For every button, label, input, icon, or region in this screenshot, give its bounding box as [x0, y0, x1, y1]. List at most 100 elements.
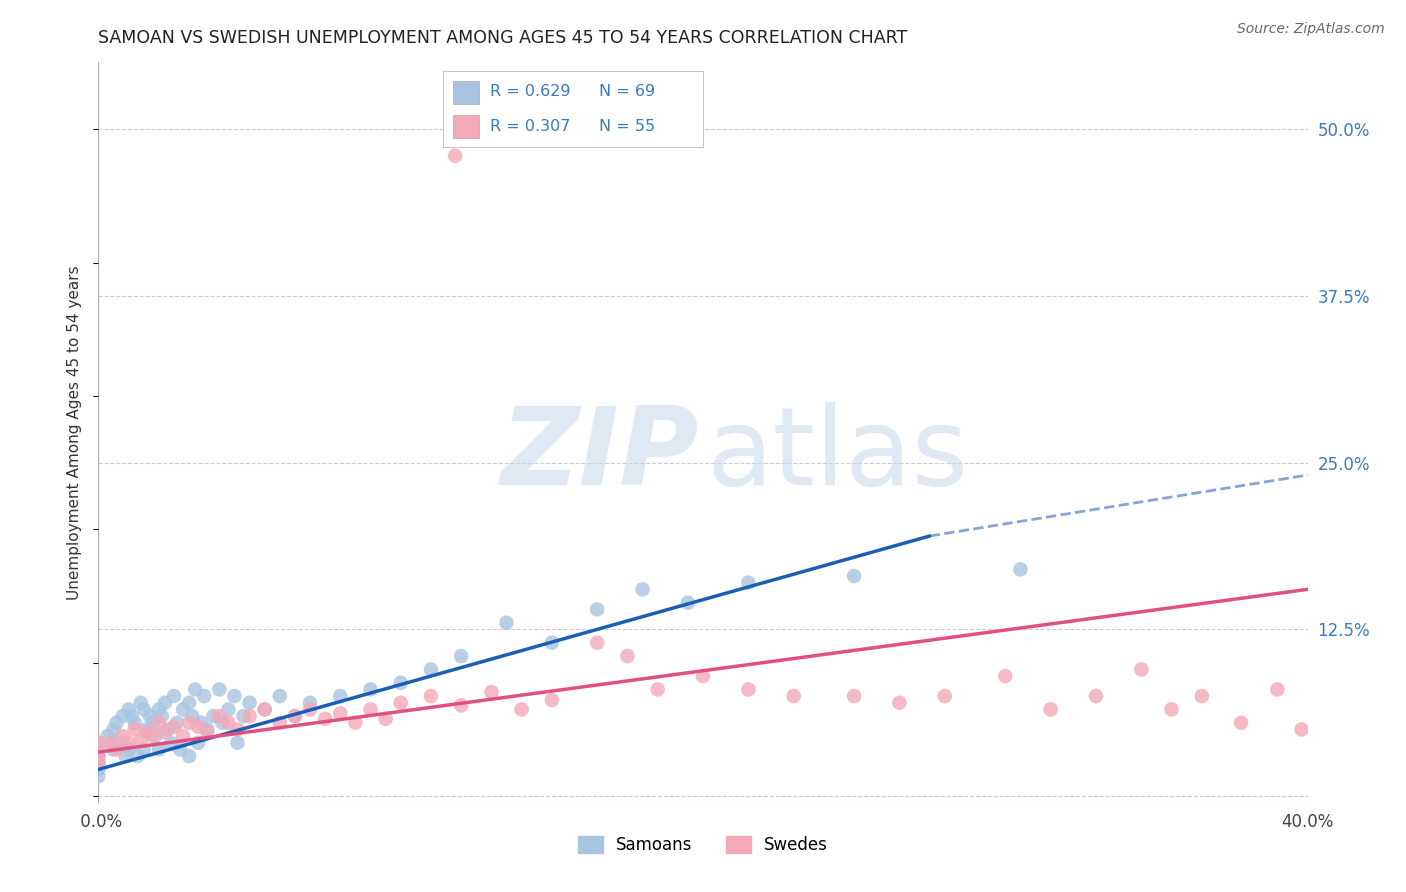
Point	[450, 648, 472, 663]
Point	[132, 742, 155, 756]
Point	[179, 696, 201, 710]
Point	[269, 689, 291, 703]
Point	[124, 715, 146, 730]
Point	[105, 715, 128, 730]
Point	[148, 702, 170, 716]
Point	[172, 702, 194, 716]
Point	[444, 149, 467, 163]
Point	[118, 736, 141, 750]
Point	[844, 569, 866, 583]
Point	[187, 720, 209, 734]
Point	[129, 696, 152, 710]
Point	[124, 723, 146, 737]
Point	[118, 742, 141, 756]
Point	[844, 689, 866, 703]
Point	[284, 709, 307, 723]
Text: N = 55: N = 55	[599, 120, 655, 134]
Point	[111, 709, 134, 723]
Point	[239, 696, 262, 710]
Point	[344, 715, 367, 730]
Point	[1160, 702, 1182, 716]
Point	[389, 675, 412, 690]
Point	[87, 749, 110, 764]
Point	[148, 742, 170, 756]
Y-axis label: Unemployment Among Ages 45 to 54 years: Unemployment Among Ages 45 to 54 years	[67, 265, 83, 600]
Text: SAMOAN VS SWEDISH UNEMPLOYMENT AMONG AGES 45 TO 54 YEARS CORRELATION CHART: SAMOAN VS SWEDISH UNEMPLOYMENT AMONG AGE…	[98, 29, 908, 47]
Point	[148, 715, 170, 730]
Point	[540, 636, 562, 650]
Point	[87, 736, 110, 750]
Point	[202, 709, 225, 723]
Point	[360, 702, 382, 716]
Point	[495, 615, 517, 630]
Point	[420, 662, 443, 676]
Point	[450, 698, 472, 713]
Point	[103, 742, 125, 756]
Point	[100, 736, 122, 750]
Point	[586, 602, 609, 616]
Point	[114, 749, 136, 764]
Point	[299, 696, 322, 710]
Point	[360, 682, 382, 697]
Text: atlas: atlas	[707, 401, 969, 508]
Point	[934, 689, 956, 703]
Point	[150, 709, 173, 723]
Point	[163, 689, 186, 703]
Point	[96, 729, 118, 743]
Point	[129, 733, 152, 747]
Point	[181, 709, 204, 723]
Point	[87, 763, 110, 777]
Point	[737, 682, 759, 697]
Point	[184, 682, 207, 697]
Point	[179, 749, 201, 764]
Point	[160, 736, 183, 750]
Point	[1010, 562, 1032, 576]
Point	[586, 636, 609, 650]
Point	[217, 715, 239, 730]
Point	[1191, 689, 1213, 703]
Point	[253, 702, 276, 716]
Point	[284, 709, 307, 723]
Point	[692, 669, 714, 683]
Point	[100, 736, 122, 750]
Point	[1039, 702, 1062, 716]
Point	[121, 709, 143, 723]
Point	[540, 693, 562, 707]
Point	[1130, 662, 1153, 676]
Point	[239, 709, 262, 723]
Point	[169, 742, 191, 756]
Point	[145, 729, 167, 743]
Point	[153, 725, 176, 739]
Point	[253, 702, 276, 716]
Point	[1085, 689, 1108, 703]
Point	[135, 723, 157, 737]
Text: Source: ZipAtlas.com: Source: ZipAtlas.com	[1237, 22, 1385, 37]
Text: N = 69: N = 69	[599, 85, 655, 99]
Text: R = 0.629: R = 0.629	[489, 85, 571, 99]
Point	[87, 756, 110, 770]
Point	[420, 689, 443, 703]
Point	[87, 756, 110, 770]
Point	[1267, 682, 1289, 697]
Point	[166, 715, 188, 730]
Point	[224, 689, 246, 703]
Point	[142, 729, 165, 743]
Point	[139, 709, 162, 723]
FancyBboxPatch shape	[453, 81, 479, 104]
Point	[87, 769, 110, 783]
Point	[163, 720, 186, 734]
Point	[737, 575, 759, 590]
Point	[111, 729, 134, 743]
Point	[631, 582, 654, 597]
Point	[481, 685, 503, 699]
Point	[889, 696, 911, 710]
Point	[172, 729, 194, 743]
Point	[211, 715, 233, 730]
Point	[103, 723, 125, 737]
Point	[329, 706, 352, 721]
Point	[135, 725, 157, 739]
Point	[314, 712, 336, 726]
Point	[87, 749, 110, 764]
Point	[127, 749, 149, 764]
Point	[1291, 723, 1313, 737]
